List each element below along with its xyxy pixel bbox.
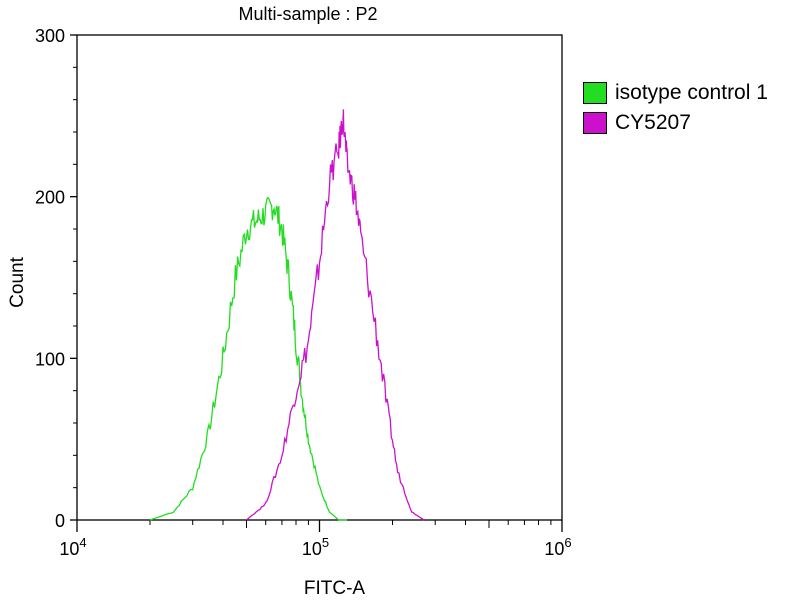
series-line-0 (149, 196, 348, 521)
x-tick-exponent: 4 (79, 535, 86, 550)
y-tick-label: 100 (35, 349, 65, 369)
y-tick-label: 0 (55, 511, 65, 531)
y-tick-label: 200 (35, 188, 65, 208)
x-axis-label: FITC-A (304, 578, 366, 599)
series-line-1 (246, 109, 425, 521)
y-axis-label: Count (7, 256, 28, 307)
plot-area (76, 34, 563, 521)
x-tick-exponent: 5 (322, 535, 329, 550)
chart-title: Multi-sample : P2 (238, 4, 377, 24)
x-tick-base: 10 (302, 539, 322, 559)
x-tick-base: 10 (59, 539, 79, 559)
x-tick-label: 104 (59, 535, 86, 559)
x-axis: 104 105 106 (59, 520, 572, 559)
legend-swatch (583, 112, 607, 134)
x-tick-label: 105 (302, 535, 329, 559)
legend: isotype control 1 CY5207 (583, 78, 768, 138)
y-axis: 0 100 200 300 (35, 26, 77, 531)
y-tick-label: 300 (35, 26, 65, 46)
legend-label: isotype control 1 (615, 81, 768, 104)
legend-swatch (583, 82, 607, 104)
legend-item: isotype control 1 (583, 78, 768, 108)
legend-label: CY5207 (615, 111, 691, 134)
x-tick-exponent: 6 (564, 535, 571, 550)
legend-item: CY5207 (583, 108, 768, 138)
x-tick-base: 10 (544, 539, 564, 559)
series-group (149, 109, 425, 521)
x-tick-label: 106 (544, 535, 571, 559)
